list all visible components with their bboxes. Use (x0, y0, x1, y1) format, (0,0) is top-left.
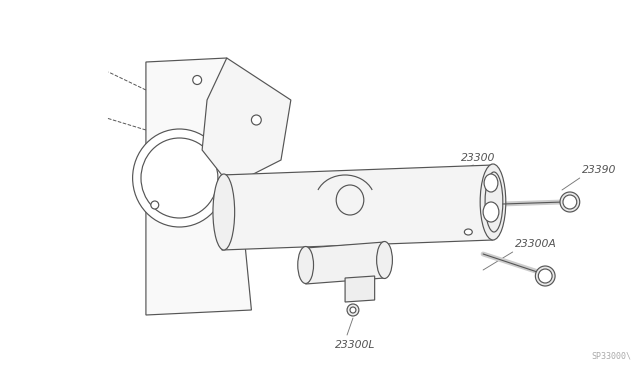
Ellipse shape (193, 76, 202, 84)
Ellipse shape (213, 174, 235, 250)
Text: 23300A: 23300A (515, 239, 557, 249)
Ellipse shape (563, 195, 577, 209)
Ellipse shape (560, 192, 580, 212)
Ellipse shape (480, 164, 506, 240)
Polygon shape (202, 58, 291, 175)
Polygon shape (345, 276, 374, 302)
Ellipse shape (298, 247, 314, 283)
Ellipse shape (132, 129, 227, 227)
Ellipse shape (347, 304, 359, 316)
Ellipse shape (538, 269, 552, 283)
Text: SP33000\: SP33000\ (591, 352, 632, 360)
Ellipse shape (141, 138, 218, 218)
Ellipse shape (484, 174, 498, 192)
Polygon shape (146, 58, 252, 315)
Ellipse shape (252, 115, 261, 125)
Polygon shape (222, 165, 493, 250)
Ellipse shape (151, 201, 159, 209)
Ellipse shape (483, 202, 499, 222)
Polygon shape (306, 242, 385, 284)
Text: 23300: 23300 (461, 153, 496, 163)
Text: 23390: 23390 (582, 165, 616, 175)
Ellipse shape (536, 266, 555, 286)
Text: 23300L: 23300L (335, 340, 376, 350)
Ellipse shape (465, 229, 472, 235)
Ellipse shape (350, 307, 356, 313)
Ellipse shape (376, 241, 392, 279)
